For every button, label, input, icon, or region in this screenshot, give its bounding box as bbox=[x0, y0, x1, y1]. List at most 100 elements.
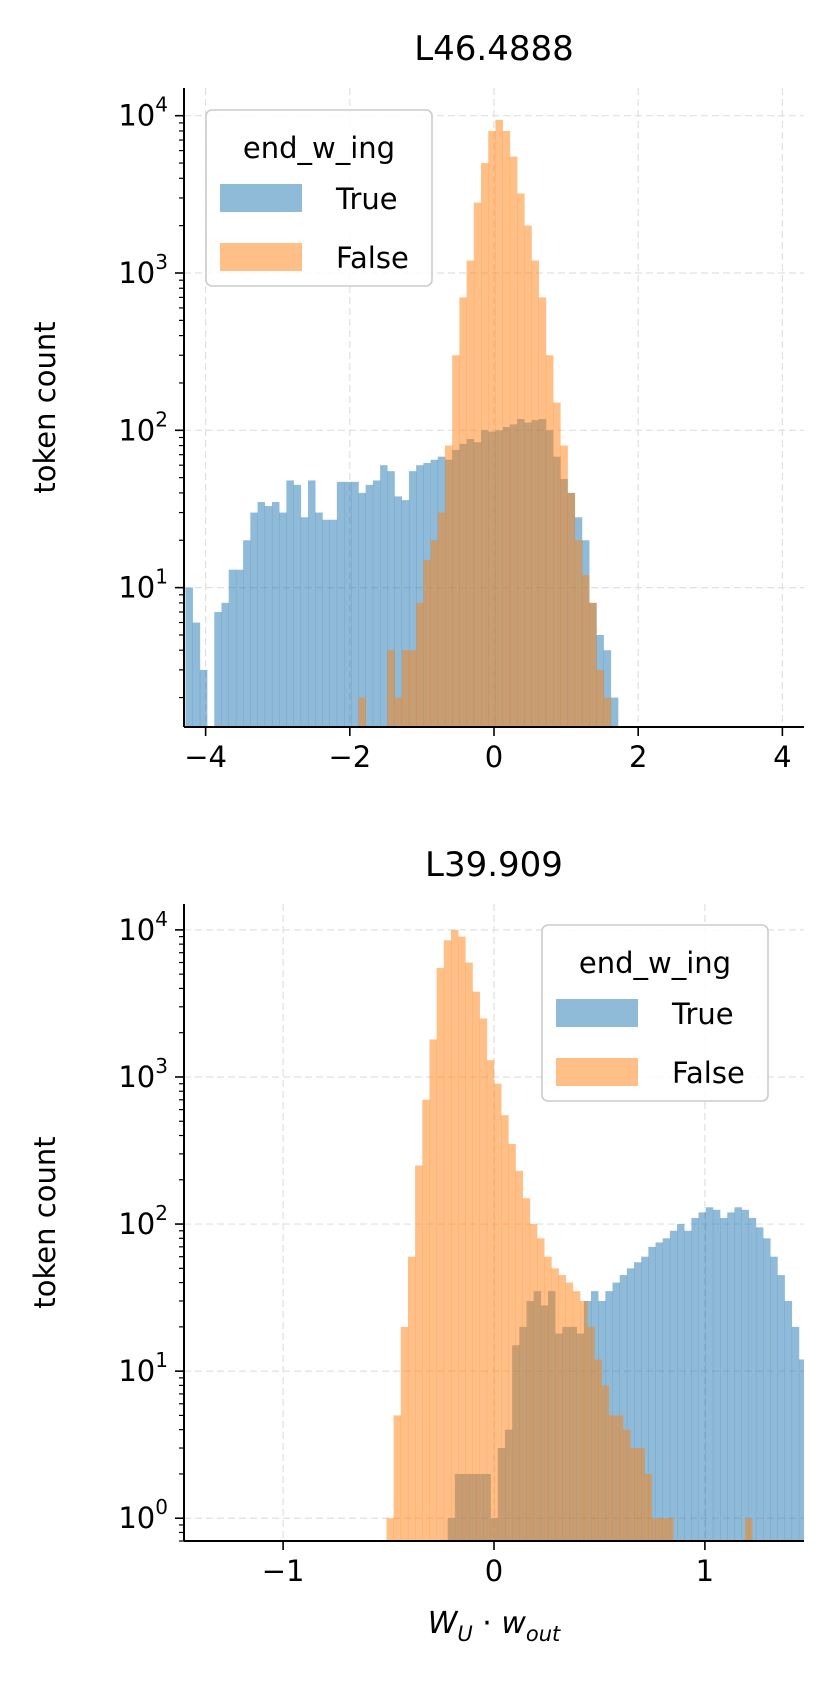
x-tick-label: 0 bbox=[485, 740, 503, 774]
y-tick-label: 104 bbox=[118, 907, 168, 947]
legend-title: end_w_ing bbox=[579, 946, 731, 980]
chart-title: L39.909 bbox=[425, 845, 563, 885]
legend-swatch-false bbox=[220, 243, 302, 271]
bar-false bbox=[538, 297, 547, 727]
bar-false bbox=[437, 512, 446, 727]
bar-false bbox=[524, 225, 532, 727]
bar-false bbox=[473, 202, 482, 727]
bar-false bbox=[574, 540, 583, 727]
x-tick-label: −4 bbox=[184, 740, 227, 774]
bar-true bbox=[351, 481, 359, 727]
bar-false bbox=[386, 1518, 394, 1541]
bar-false bbox=[637, 1448, 645, 1541]
bar-false bbox=[545, 355, 554, 727]
bar-false bbox=[415, 1165, 423, 1541]
bar-true bbox=[380, 465, 388, 727]
bar-true bbox=[286, 480, 294, 727]
y-axis-label: token count bbox=[28, 321, 62, 493]
bar-true bbox=[770, 1256, 778, 1541]
bar-false bbox=[651, 1518, 660, 1541]
bar-true bbox=[365, 484, 374, 727]
bar-false bbox=[394, 697, 403, 727]
bar-false bbox=[537, 1238, 545, 1541]
x-tick-label: 4 bbox=[773, 740, 791, 774]
bar-false bbox=[400, 1326, 409, 1541]
bar-false bbox=[508, 1144, 516, 1541]
legend-title: end_w_ing bbox=[243, 131, 395, 165]
bar-true bbox=[293, 484, 302, 727]
bar-true bbox=[748, 1217, 757, 1541]
bar-true bbox=[408, 471, 417, 727]
legend-label-true: True bbox=[335, 182, 398, 216]
bar-true bbox=[698, 1212, 707, 1541]
bar-true bbox=[394, 496, 403, 727]
bar-false bbox=[587, 1326, 595, 1541]
legend-swatch-true bbox=[220, 184, 302, 212]
bar-true bbox=[358, 492, 366, 727]
bar-false bbox=[481, 163, 489, 727]
bar-false bbox=[580, 1300, 588, 1541]
bar-true bbox=[677, 1224, 685, 1541]
bar-true bbox=[221, 602, 229, 727]
bars-group bbox=[185, 119, 619, 727]
bar-true bbox=[734, 1207, 742, 1541]
bar-false bbox=[522, 1198, 531, 1541]
bar-false bbox=[479, 1018, 488, 1541]
x-tick-label: 1 bbox=[696, 1554, 714, 1588]
bar-true bbox=[199, 669, 208, 727]
bar-true bbox=[329, 519, 338, 727]
y-tick-label: 102 bbox=[118, 407, 168, 447]
bar-false bbox=[393, 1415, 402, 1541]
legend-label-false: False bbox=[336, 241, 409, 275]
bar-false bbox=[603, 697, 612, 727]
bar-false bbox=[608, 1415, 617, 1541]
bar-true bbox=[705, 1207, 714, 1541]
bar-false bbox=[630, 1448, 638, 1541]
bar-true bbox=[806, 1394, 813, 1541]
bar-false bbox=[644, 1473, 653, 1541]
y-axis-label: token count bbox=[28, 1136, 62, 1308]
bar-false bbox=[623, 1429, 631, 1541]
bar-true bbox=[626, 1268, 635, 1541]
bar-true bbox=[727, 1212, 735, 1541]
bar-false bbox=[459, 297, 467, 727]
bar-false bbox=[560, 445, 568, 727]
bar-true bbox=[192, 622, 201, 727]
bar-false bbox=[407, 1256, 416, 1541]
bar-false bbox=[596, 669, 604, 727]
bar-true bbox=[214, 611, 222, 727]
y-tick-label: 104 bbox=[118, 93, 168, 133]
y-tick-label: 103 bbox=[118, 1054, 168, 1094]
y-tick-label: 101 bbox=[118, 1348, 168, 1388]
bar-true bbox=[655, 1242, 664, 1541]
bar-false bbox=[658, 1518, 667, 1541]
bar-true bbox=[308, 480, 316, 727]
bar-false bbox=[594, 1359, 602, 1541]
bar-true bbox=[315, 512, 323, 727]
bar-false bbox=[553, 402, 561, 727]
bar-false bbox=[581, 575, 590, 727]
bar-false bbox=[494, 1083, 502, 1541]
bar-false bbox=[422, 1099, 430, 1541]
bar-false bbox=[531, 260, 539, 727]
bar-false bbox=[423, 559, 431, 727]
y-tick-label: 103 bbox=[118, 250, 168, 290]
bar-false bbox=[544, 1256, 552, 1541]
bar-false bbox=[589, 602, 597, 727]
bar-true bbox=[784, 1300, 793, 1541]
bar-false bbox=[615, 1415, 624, 1541]
bar-false bbox=[430, 540, 439, 727]
x-axis-label: WU · wout bbox=[428, 1606, 561, 1646]
bar-false bbox=[450, 929, 459, 1541]
y-tick-label: 101 bbox=[118, 565, 168, 605]
bar-true bbox=[322, 519, 330, 727]
bar-true bbox=[662, 1238, 671, 1541]
bar-true bbox=[271, 502, 280, 727]
bar-false bbox=[515, 1170, 523, 1541]
y-tick-label: 100 bbox=[118, 1495, 168, 1535]
bar-true bbox=[763, 1238, 771, 1541]
bar-false bbox=[501, 1115, 509, 1541]
chart-title: L46.4888 bbox=[414, 29, 574, 69]
bar-true bbox=[387, 471, 395, 727]
bar-false bbox=[509, 156, 518, 727]
